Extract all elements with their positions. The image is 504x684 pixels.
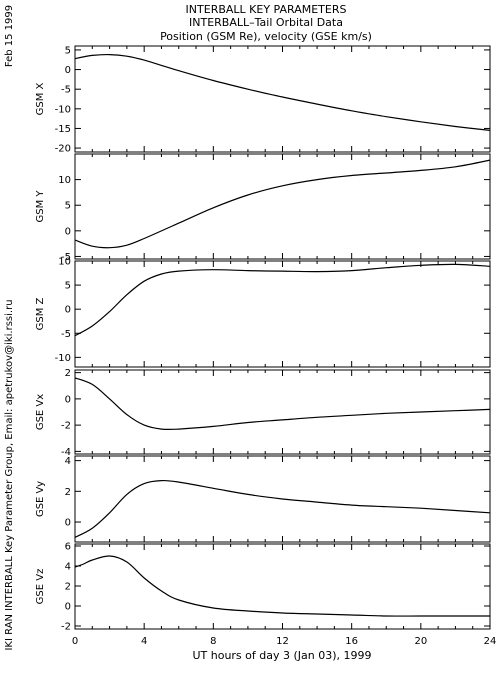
y-axis-label: GSM Z [35, 297, 46, 330]
y-tick-label: -2 [61, 622, 71, 633]
x-tick-label: 8 [210, 636, 216, 647]
y-tick-label: 5 [65, 201, 71, 212]
title-line-1: INTERBALL KEY PARAMETERS [186, 3, 347, 16]
y-tick-label: 5 [65, 45, 71, 56]
y-axis-label: GSE Vy [35, 481, 46, 517]
x-tick-label: 16 [345, 636, 358, 647]
series-line-gsm-y [74, 159, 491, 249]
y-tick-label: 0 [65, 65, 71, 76]
y-tick-label: 6 [65, 542, 71, 553]
y-tick-label: 4 [65, 562, 71, 573]
y-axis-label: GSM X [35, 82, 46, 115]
y-tick-label: 0 [65, 305, 71, 316]
title-line-2: INTERBALL–Tail Orbital Data [189, 16, 343, 29]
y-tick-label: -5 [61, 329, 71, 340]
x-tick-label: 20 [414, 636, 427, 647]
y-tick-label: 2 [65, 487, 71, 498]
y-tick-label: 10 [58, 257, 71, 268]
series-line-gsm-z [74, 263, 491, 337]
series-line-gsm-x [74, 53, 491, 131]
series-line-gse-vy [74, 479, 491, 538]
y-tick-label: -5 [61, 85, 71, 96]
x-tick-label: 4 [141, 636, 147, 647]
y-axis-label: GSE Vx [35, 394, 46, 430]
y-tick-label: -10 [55, 353, 71, 364]
y-tick-label: -20 [55, 144, 71, 155]
y-tick-label: 2 [65, 368, 71, 379]
y-tick-label: 0 [65, 518, 71, 529]
panel-frame [74, 260, 491, 368]
y-tick-label: 0 [65, 226, 71, 237]
series-line-gse-vx [74, 377, 491, 431]
y-tick-label: -10 [55, 104, 71, 115]
title-line-3: Position (GSM Re), velocity (GSE km/s) [160, 30, 372, 43]
y-tick-label: 5 [65, 281, 71, 292]
y-tick-label: -5 [61, 252, 71, 263]
y-tick-label: 10 [58, 175, 71, 186]
y-tick-label: 0 [65, 394, 71, 405]
y-tick-label: -4 [61, 447, 71, 458]
y-axis-label: GSE Vz [35, 569, 46, 605]
credit-label: IKI RAN INTERBALL Key Parameter Group, E… [4, 299, 15, 650]
panel-frame [74, 45, 491, 153]
y-tick-label: 0 [65, 602, 71, 613]
y-tick-label: -15 [55, 124, 71, 135]
x-axis-label: UT hours of day 3 (Jan 03), 1999 [192, 649, 371, 662]
date-stamp: Feb 15 1999 [4, 5, 15, 67]
y-tick-label: 2 [65, 582, 71, 593]
x-tick-label: 24 [484, 636, 497, 647]
y-tick-label: 4 [65, 456, 71, 467]
y-axis-label: GSM Y [35, 190, 46, 223]
x-tick-label: 12 [276, 636, 289, 647]
x-tick-label: 0 [72, 636, 78, 647]
series-line-gse-vz [74, 555, 490, 617]
y-tick-label: -2 [61, 421, 71, 432]
